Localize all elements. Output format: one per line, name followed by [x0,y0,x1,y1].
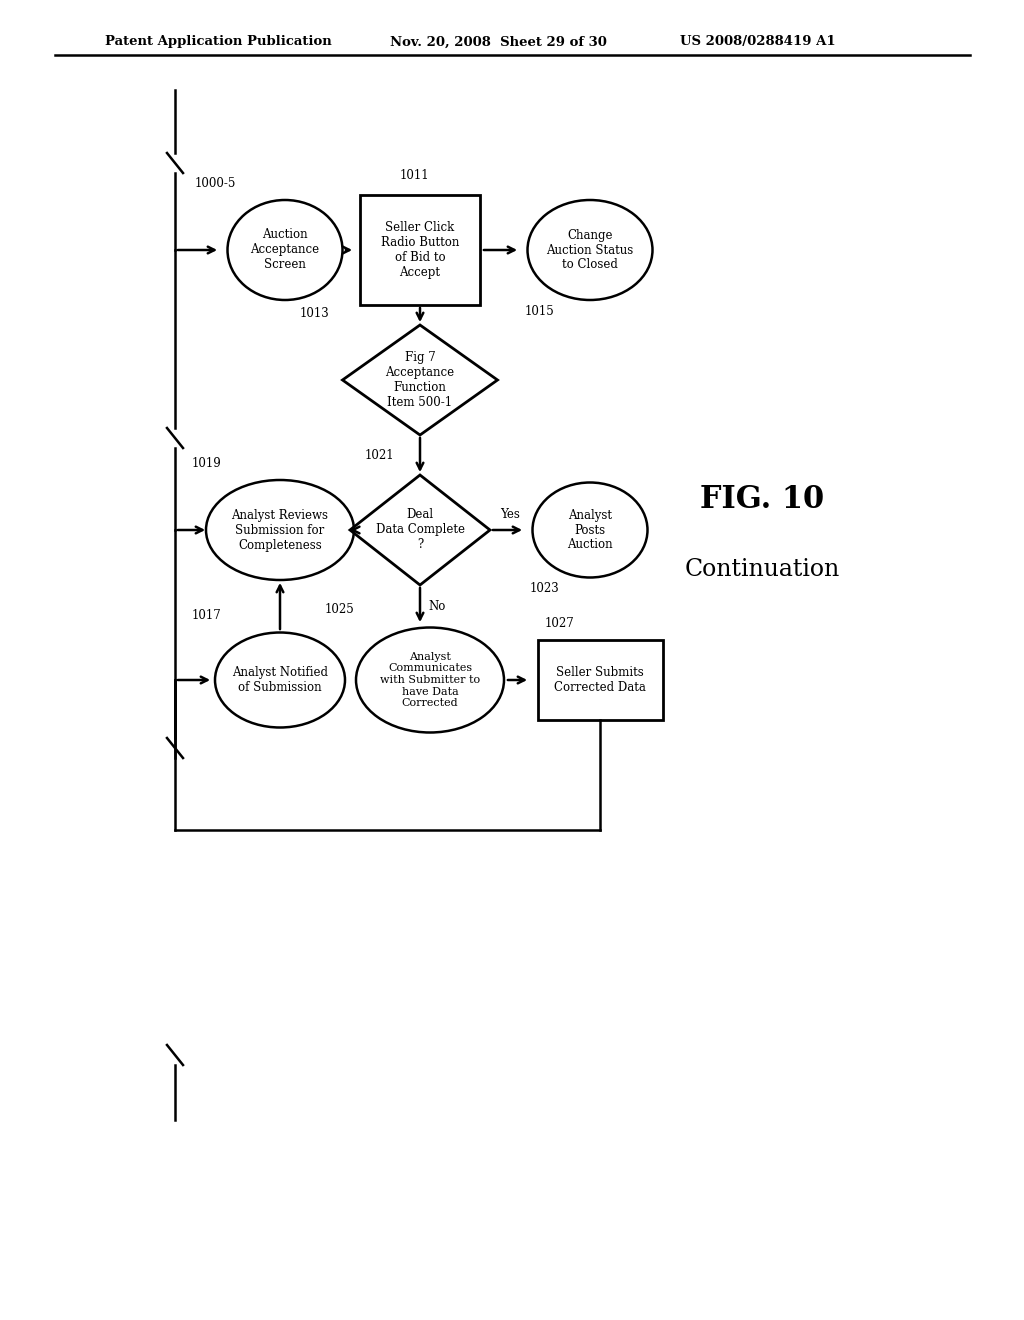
Text: Seller Submits
Corrected Data: Seller Submits Corrected Data [554,667,646,694]
Text: Fig 7
Acceptance
Function
Item 500-1: Fig 7 Acceptance Function Item 500-1 [385,351,455,409]
Text: 1025: 1025 [325,603,354,616]
Text: Analyst Notified
of Submission: Analyst Notified of Submission [232,667,328,694]
Text: Deal
Data Complete
?: Deal Data Complete ? [376,508,465,552]
Text: 1019: 1019 [193,457,222,470]
Text: Continuation: Continuation [685,558,841,582]
Text: FIG. 10: FIG. 10 [700,484,824,516]
Text: 1013: 1013 [300,308,330,319]
Text: 1027: 1027 [545,616,574,630]
Text: US 2008/0288419 A1: US 2008/0288419 A1 [680,36,836,49]
Text: Yes: Yes [500,508,520,521]
Text: Change
Auction Status
to Closed: Change Auction Status to Closed [547,228,634,272]
Text: Analyst Reviews
Submission for
Completeness: Analyst Reviews Submission for Completen… [231,508,329,552]
Text: Auction
Acceptance
Screen: Auction Acceptance Screen [251,228,319,272]
Text: 1021: 1021 [365,449,394,462]
Text: 1017: 1017 [193,609,222,622]
Text: Analyst
Posts
Auction: Analyst Posts Auction [567,508,612,552]
Text: Nov. 20, 2008  Sheet 29 of 30: Nov. 20, 2008 Sheet 29 of 30 [390,36,607,49]
Text: 1011: 1011 [400,169,430,182]
Text: 1023: 1023 [530,582,560,595]
Text: Analyst
Communicates
with Submitter to
have Data
Corrected: Analyst Communicates with Submitter to h… [380,652,480,709]
Text: Patent Application Publication: Patent Application Publication [105,36,332,49]
Text: 1000-5: 1000-5 [195,177,237,190]
Text: Seller Click
Radio Button
of Bid to
Accept: Seller Click Radio Button of Bid to Acce… [381,220,459,279]
Text: 1015: 1015 [525,305,555,318]
Text: No: No [428,601,445,612]
